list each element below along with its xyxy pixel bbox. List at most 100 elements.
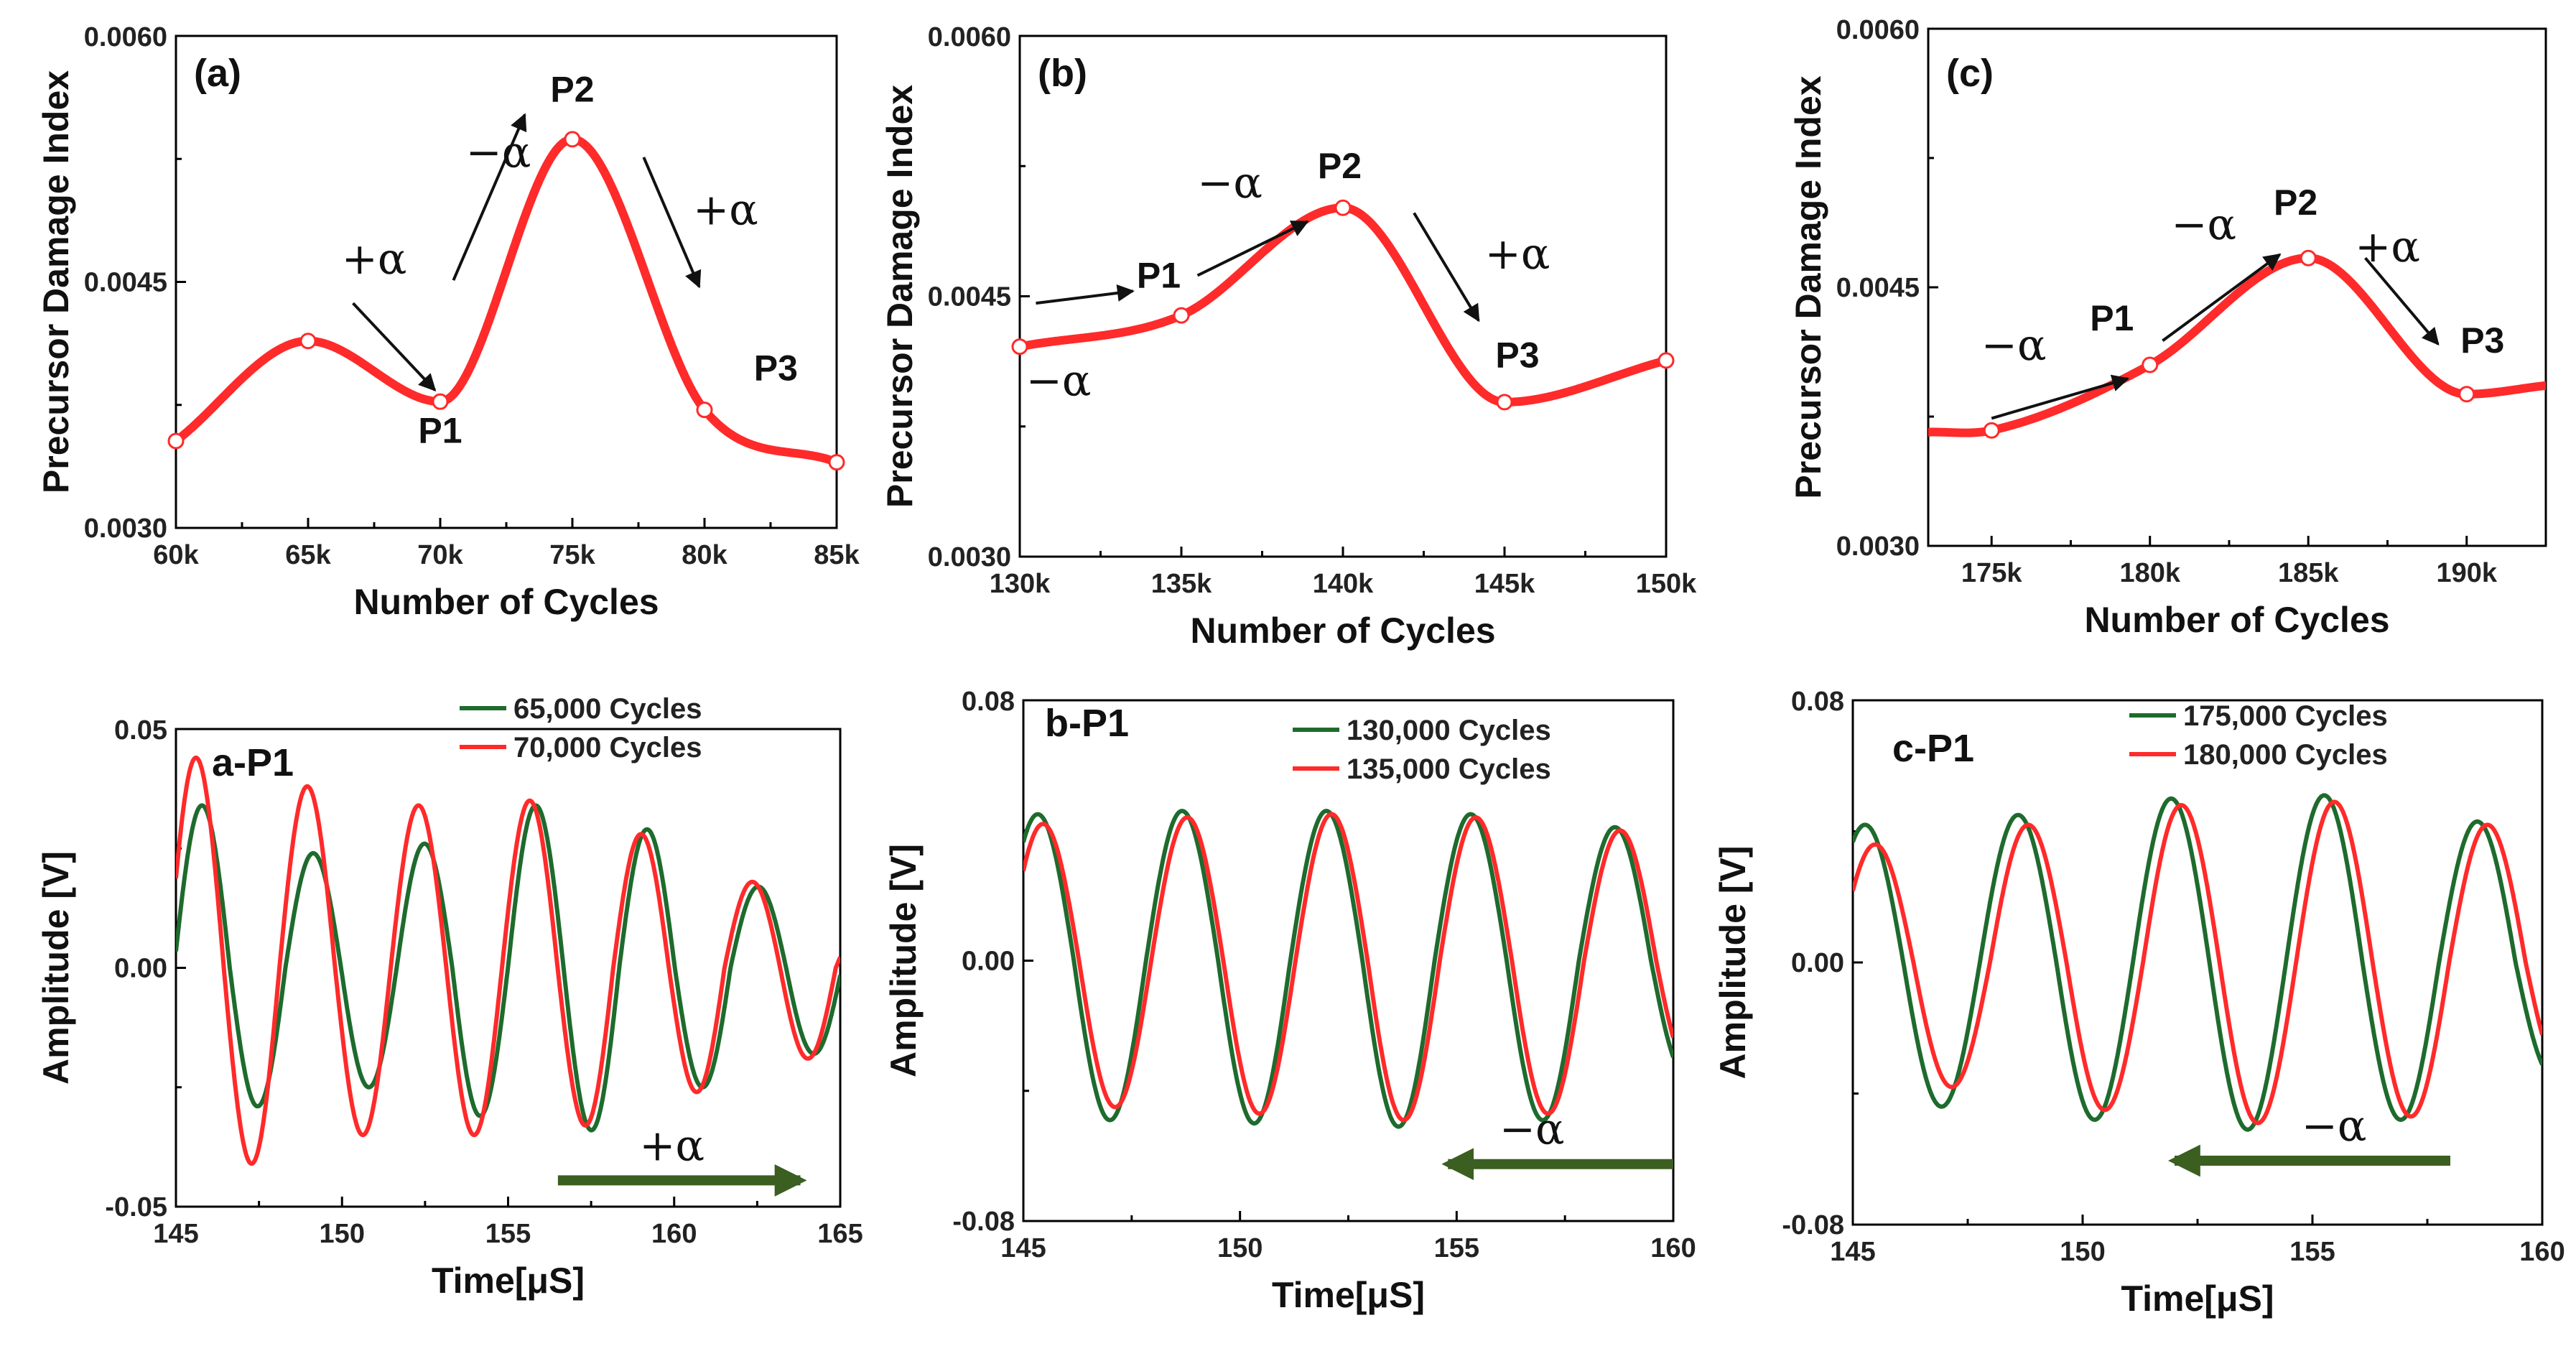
annotation-arrow [642, 157, 702, 289]
y-tick-label: 0.0045 [928, 282, 1011, 312]
point-annotation: P3 [1495, 335, 1539, 376]
point-annotation: P2 [1318, 146, 1362, 186]
x-tick-label: 70k [417, 540, 463, 570]
series-line [1928, 254, 2546, 437]
x-axis-label: Number of Cycles [353, 582, 659, 622]
chart-d: 145 150 155 160 165 -0.05 0.00 0.05 Time[μS] Ampl… [36, 693, 863, 1301]
x-tick-label: 155 [2289, 1237, 2335, 1267]
x-tick-label: 150k [1636, 569, 1697, 599]
legend-label-2: 70,000 Cycles [513, 732, 702, 763]
y-tick-label: 0.0045 [84, 268, 167, 298]
data-point-marker [564, 131, 581, 148]
x-tick-label: 145 [1830, 1237, 1875, 1267]
y-tick-label: -0.08 [952, 1207, 1015, 1237]
alpha-annotation: −α [2171, 200, 2236, 250]
panel-tag: a-P1 [212, 741, 294, 784]
series-line-2 [1023, 812, 1673, 1123]
annotation-arrow [2364, 256, 2440, 346]
y-tick-label: 0.00 [1791, 948, 1844, 978]
alpha-annotation: −α [466, 128, 531, 178]
annotation-arrow [1036, 284, 1135, 305]
plot-area [1928, 254, 2546, 437]
data-point-marker [1983, 422, 2000, 439]
x-tick-label: 65k [285, 540, 331, 570]
annotation-arrow [1991, 374, 2130, 420]
point-annotation: P2 [2274, 182, 2317, 223]
direction-label: −α [1499, 1105, 1565, 1155]
annotation-arrow [352, 302, 437, 391]
x-tick-label: 180k [2119, 558, 2180, 588]
y-axis-label: Amplitude [V] [36, 851, 76, 1085]
plot-frame [1018, 34, 1668, 558]
y-axis-label: Precursor Damage Index [1788, 75, 1828, 498]
data-point-marker [1011, 338, 1028, 356]
data-point-marker [1496, 394, 1513, 411]
plot-area [176, 755, 840, 1166]
alpha-annotation: +α [342, 234, 407, 284]
direction-label: +α [639, 1120, 705, 1171]
panel-tag: (a) [194, 52, 241, 95]
annotation-arrow [1413, 212, 1480, 322]
y-axis-label: Precursor Damage Index [36, 70, 76, 493]
y-tick-label: -0.08 [1782, 1210, 1844, 1240]
panel-tag: (b) [1038, 52, 1087, 95]
alpha-annotation: −α [1026, 356, 1092, 406]
x-axis-label: Number of Cycles [1190, 611, 1495, 651]
y-tick-label: 0.0060 [928, 22, 1011, 52]
x-tick-label: 160 [651, 1219, 697, 1249]
series-line [176, 134, 837, 467]
y-tick-label: 0.08 [1791, 687, 1844, 717]
legend-label-2: 180,000 Cycles [2183, 739, 2388, 771]
y-tick-label: 0.05 [114, 715, 167, 746]
data-point-marker [2300, 249, 2317, 266]
legend-label-1: 130,000 Cycles [1347, 715, 1551, 746]
annotation-arrow [452, 113, 527, 282]
chart-b: 130k 135k 140k 145k 150k 0.0030 0.0045 0.0060 Nu… [880, 22, 1697, 651]
x-tick-label: 150 [2060, 1237, 2105, 1267]
series-line [1020, 203, 1666, 407]
series-line-1 [1023, 809, 1673, 1129]
plot-area [1020, 203, 1666, 407]
x-tick-label: 80k [682, 540, 727, 570]
panel-tag: b-P1 [1045, 702, 1129, 745]
data-point-marker [2458, 386, 2475, 403]
x-tick-label: 190k [2436, 558, 2497, 588]
x-tick-label: 150 [320, 1219, 365, 1249]
y-tick-label: 0.08 [962, 687, 1015, 717]
chart-e: 145 150 155 160 -0.08 0.00 0.08 Time[μS] Amplitu… [883, 687, 1696, 1315]
y-axis-label: Amplitude [V] [1713, 846, 1753, 1080]
x-tick-label: 145k [1474, 569, 1535, 599]
annotation-arrow [2162, 253, 2282, 343]
series-line-2 [1853, 799, 2542, 1125]
point-annotation: P3 [2460, 320, 2504, 361]
y-tick-label: 0.00 [114, 954, 167, 984]
alpha-annotation: +α [693, 185, 758, 236]
x-tick-label: 140k [1313, 569, 1374, 599]
y-axis-label: Amplitude [V] [883, 844, 924, 1077]
y-tick-label: 0.0030 [928, 542, 1011, 572]
y-tick-label: 0.0030 [84, 514, 167, 544]
x-tick-label: 160 [1650, 1233, 1696, 1263]
data-point-marker [2142, 356, 2159, 373]
panel-tag: c-P1 [1892, 727, 1974, 770]
series-line-2 [176, 755, 840, 1166]
plot-area [1853, 793, 2542, 1132]
chart-f: 145 150 155 160 -0.08 0.00 0.08 Time[μS] Amplitu… [1713, 687, 2565, 1319]
x-tick-label: 155 [1434, 1233, 1479, 1263]
x-tick-label: 145 [153, 1219, 198, 1249]
alpha-annotation: −α [1981, 320, 2047, 371]
x-tick-label: 130k [990, 569, 1051, 599]
plot-area [1023, 809, 1673, 1129]
alpha-annotation: −α [1197, 158, 1263, 208]
x-tick-label: 160 [2519, 1237, 2565, 1267]
annotation-arrow [1196, 220, 1309, 277]
point-annotation: P1 [2090, 298, 2134, 338]
x-tick-label: 60k [153, 540, 199, 570]
y-axis-label: Precursor Damage Index [880, 85, 920, 508]
data-point-marker [299, 333, 317, 350]
data-point-marker [1173, 307, 1190, 324]
data-point-marker [696, 402, 713, 419]
legend-label-1: 65,000 Cycles [513, 693, 702, 725]
x-tick-label: 150 [1217, 1233, 1263, 1263]
point-annotation: P2 [550, 69, 594, 109]
